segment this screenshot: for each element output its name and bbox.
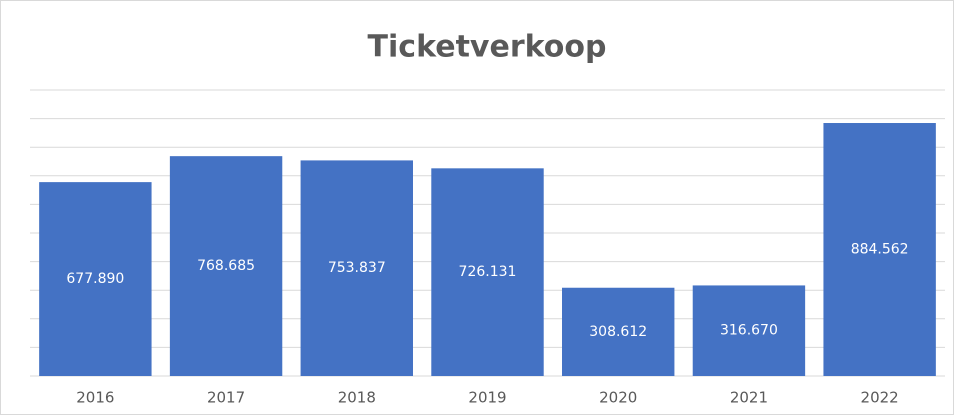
bar: [39, 182, 152, 376]
bar: [562, 287, 675, 376]
bar: [431, 168, 544, 376]
x-tick-label: 2021: [730, 389, 768, 407]
data-label: 677.890: [66, 271, 124, 287]
data-label: 753.837: [328, 260, 386, 276]
x-tick-label: 2019: [468, 389, 506, 407]
x-tick-label: 2022: [861, 389, 899, 407]
data-label: 768.685: [197, 258, 255, 274]
data-label: 316.670: [720, 323, 778, 339]
bar: [692, 285, 806, 376]
x-tick-label: 2017: [207, 389, 245, 407]
x-tick-label: 2020: [599, 389, 637, 407]
bar: [300, 160, 413, 376]
x-tick-label: 2016: [76, 389, 114, 407]
data-label: 726.131: [459, 264, 517, 280]
data-label: 308.612: [589, 324, 647, 340]
data-label: 884.562: [851, 242, 909, 258]
bar: [169, 156, 283, 376]
x-tick-label: 2018: [338, 389, 376, 407]
chart-title: Ticketverkoop: [368, 30, 607, 65]
bar: [823, 123, 936, 377]
